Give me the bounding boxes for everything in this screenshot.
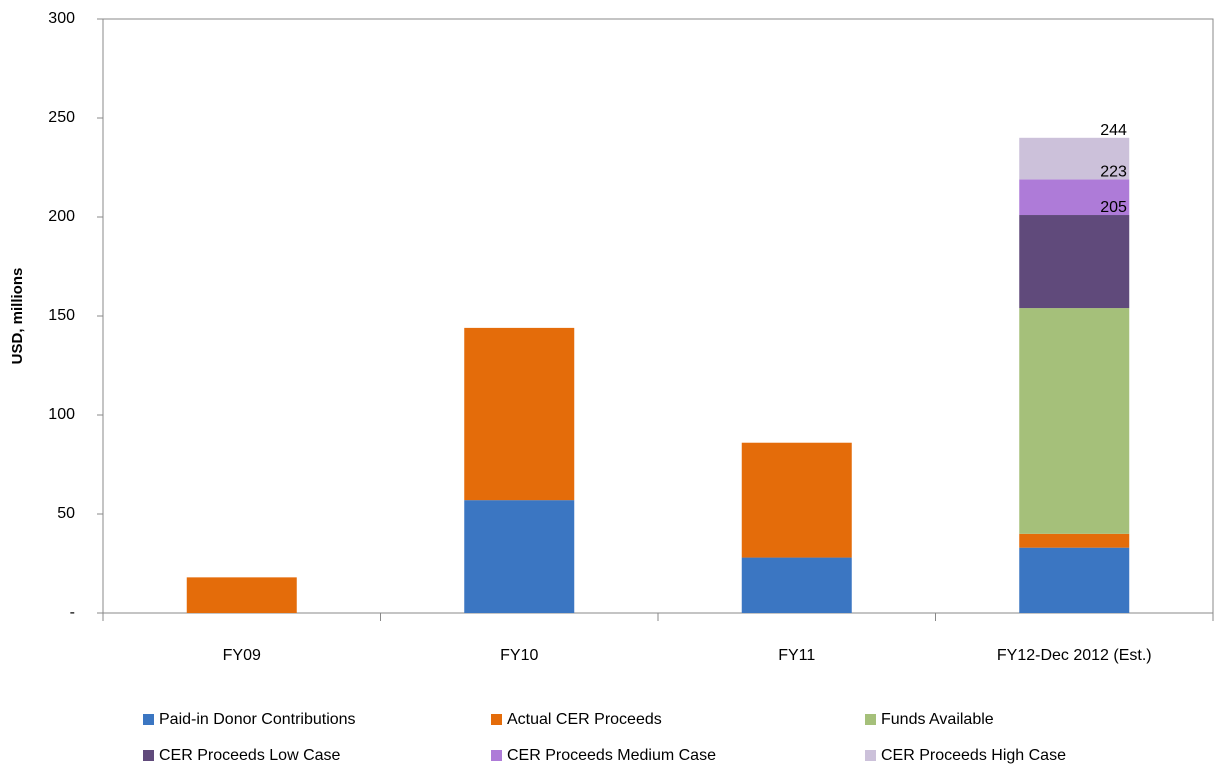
bar-segment (464, 327, 575, 501)
bar-segment (1019, 533, 1130, 548)
y-tick-label: 200 (48, 208, 75, 225)
legend-label: CER Proceeds Low Case (159, 747, 341, 764)
bar-segment (1019, 215, 1130, 309)
y-tick-label: 150 (48, 307, 75, 324)
y-tick-label: 300 (48, 10, 75, 27)
y-tick-label: 50 (57, 505, 75, 522)
bar-segment (464, 500, 575, 613)
legend-swatch (143, 750, 154, 761)
legend-swatch (143, 714, 154, 725)
bar-segment (1019, 179, 1130, 216)
bar-segment (186, 577, 297, 613)
bar-segment (741, 557, 852, 613)
x-tick-label: FY10 (500, 647, 538, 664)
legend-swatch (491, 750, 502, 761)
x-tick-label: FY09 (223, 647, 261, 664)
y-tick-label: - (70, 604, 75, 621)
bar-segment (1019, 137, 1130, 180)
legend-label: Paid-in Donor Contributions (159, 711, 356, 728)
annotation: 244 (1100, 122, 1127, 139)
legend-swatch (865, 714, 876, 725)
annotation: 223 (1100, 164, 1127, 181)
bar-segment (1019, 547, 1130, 613)
legend-label: Funds Available (881, 711, 994, 728)
bar-segment (1019, 308, 1130, 534)
legend-label: CER Proceeds Medium Case (507, 747, 716, 764)
annotation: 205 (1100, 199, 1127, 216)
legend-swatch (491, 714, 502, 725)
legend-label: CER Proceeds High Case (881, 747, 1066, 764)
legend-label: Actual CER Proceeds (507, 711, 662, 728)
legend-swatch (865, 750, 876, 761)
x-tick-label: FY12-Dec 2012 (Est.) (997, 647, 1152, 664)
x-tick-label: FY11 (778, 647, 815, 664)
bar-segment (741, 442, 852, 558)
y-axis-label: USD, millions (9, 268, 26, 365)
y-tick-label: 250 (48, 109, 75, 126)
y-tick-label: 100 (48, 406, 75, 423)
